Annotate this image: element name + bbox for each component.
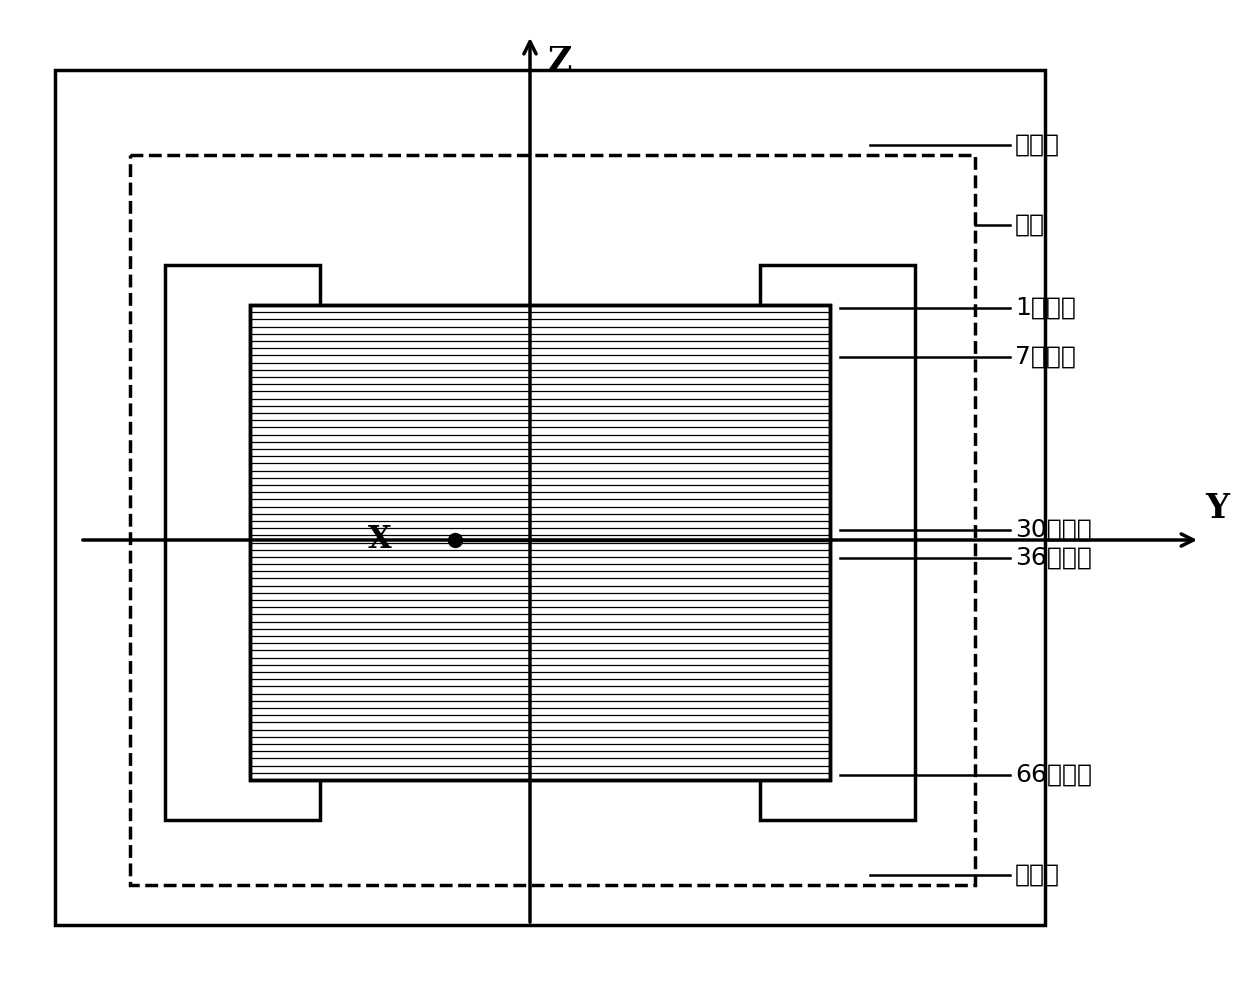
Bar: [760, 265, 915, 820]
Text: Y: Y: [1205, 492, 1229, 525]
Text: 上铁轭: 上铁轭: [1016, 133, 1060, 157]
Text: 36号线饼: 36号线饼: [1016, 546, 1092, 570]
Text: 66号线饼: 66号线饼: [1016, 763, 1092, 787]
Bar: [760, 315, 805, 770]
Text: X: X: [368, 525, 392, 555]
Bar: [55, 70, 1045, 925]
Text: 磁路: 磁路: [1016, 213, 1045, 237]
Bar: [130, 155, 975, 885]
Text: 1号线饼: 1号线饼: [1016, 296, 1076, 320]
Text: Z: Z: [548, 45, 573, 78]
Text: 30号线饼: 30号线饼: [1016, 518, 1091, 542]
Text: 7号线饼: 7号线饼: [1016, 345, 1076, 369]
Bar: [165, 265, 320, 820]
Bar: [250, 305, 830, 780]
Bar: [275, 315, 320, 770]
Bar: [250, 305, 830, 780]
Text: 下铁轭: 下铁轭: [1016, 863, 1060, 887]
